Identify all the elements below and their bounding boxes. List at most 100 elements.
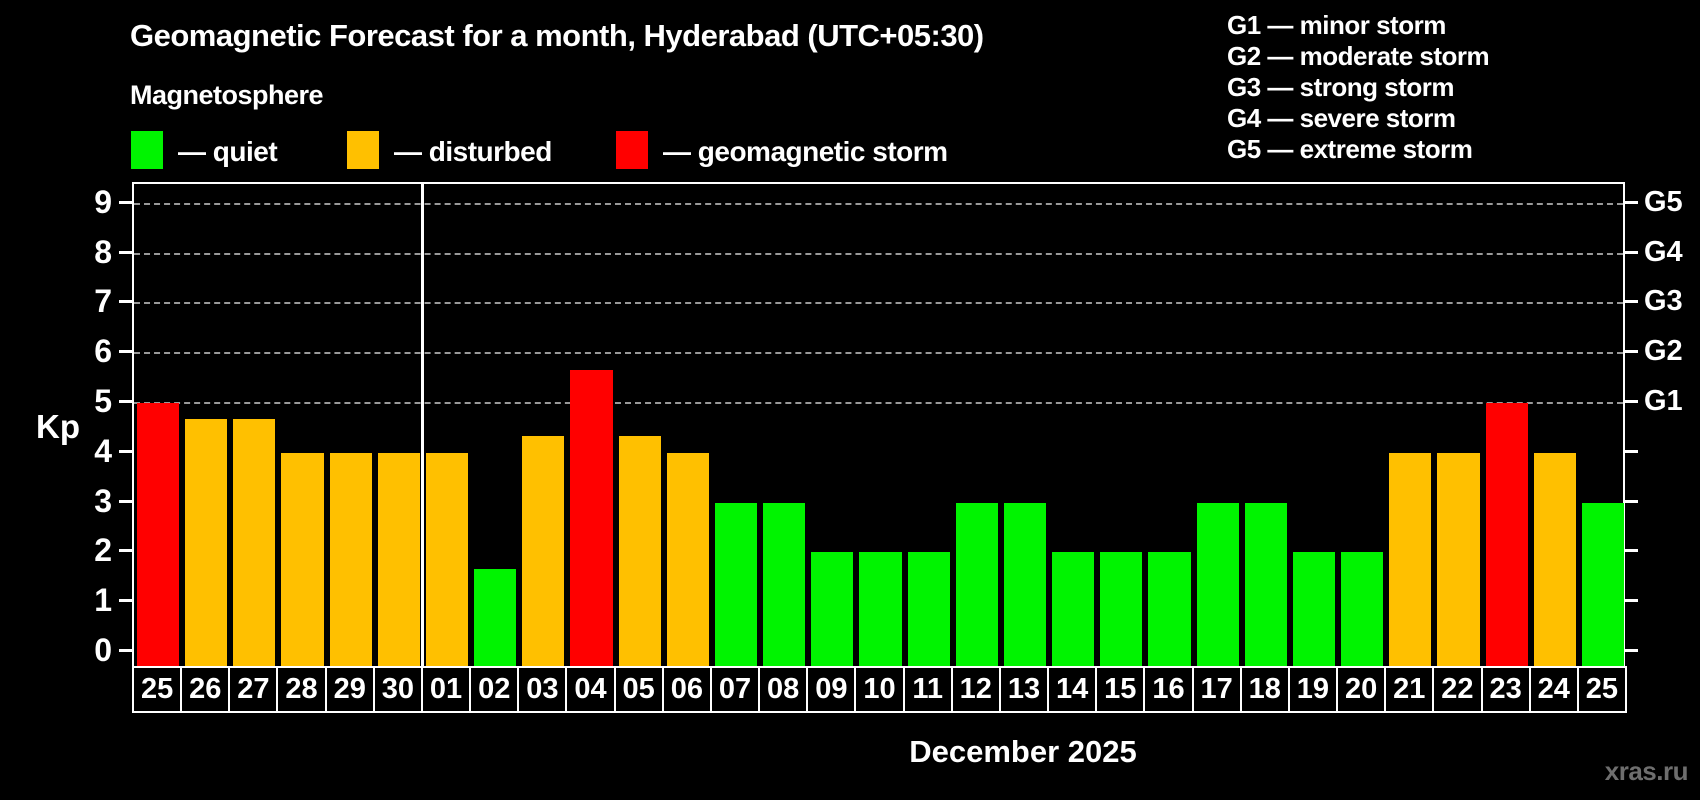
watermark: xras.ru (1604, 756, 1689, 786)
bar (1100, 552, 1143, 670)
bar (185, 419, 228, 670)
g-legend-line: G3 — strong storm (1227, 72, 1454, 102)
right-tick (1625, 449, 1638, 453)
legend-label-disturbed: — disturbed (394, 136, 552, 167)
day-label: 28 (276, 666, 327, 713)
g-axis-label: G5 (1644, 185, 1683, 218)
right-tick (1625, 649, 1638, 652)
y-tick-label: 5 (94, 383, 112, 419)
bar (474, 568, 517, 670)
day-label: 30 (372, 666, 423, 713)
y-tick-label: 6 (94, 333, 112, 370)
legend-label-storm: — geomagnetic storm (663, 136, 948, 167)
left-tick (119, 549, 132, 553)
g-legend-line: G2 — moderate storm (1227, 41, 1490, 71)
left-tick (119, 649, 132, 652)
day-label: 10 (854, 666, 905, 713)
day-label: 11 (902, 666, 953, 713)
day-label: 29 (324, 666, 375, 713)
g-axis-label: G3 (1644, 285, 1683, 318)
g-axis-label: G1 (1644, 385, 1683, 417)
g-legend-line: G1 — minor storm (1227, 10, 1446, 40)
bar (1003, 502, 1047, 670)
magnetosphere-label: Magnetosphere (130, 80, 324, 110)
right-tick (1625, 350, 1638, 354)
bar (1533, 452, 1576, 670)
day-label: 14 (1047, 666, 1098, 713)
bar (1292, 552, 1336, 670)
y-tick-label: 1 (94, 582, 112, 619)
left-tick (119, 250, 132, 254)
bar (1341, 552, 1384, 670)
g-legend-line: G5 — extreme storm (1227, 134, 1473, 164)
plot-area (132, 182, 1625, 670)
day-label: 16 (1143, 666, 1194, 713)
bar (1437, 452, 1480, 670)
right-tick (1625, 549, 1638, 553)
gridline (134, 252, 1623, 255)
day-label: 12 (950, 666, 1001, 713)
bar (1148, 552, 1191, 670)
x-axis-title: December 2025 (909, 734, 1137, 769)
left-tick (119, 300, 132, 304)
chart-title: Geomagnetic Forecast for a month, Hydera… (130, 18, 984, 53)
bar (233, 419, 276, 670)
right-tick (1625, 250, 1638, 254)
bar (1052, 552, 1095, 670)
bar (329, 452, 372, 670)
bar (763, 502, 806, 670)
day-label: 18 (1239, 666, 1290, 713)
day-label: 27 (228, 666, 279, 713)
day-label: 24 (1528, 666, 1579, 713)
day-label: 04 (565, 666, 616, 713)
day-label: 25 (132, 666, 183, 713)
g-legend-line: G4 — severe storm (1227, 103, 1456, 133)
bar (281, 452, 324, 670)
day-label: 06 (661, 666, 712, 713)
bar (907, 552, 950, 670)
day-label: 01 (420, 666, 472, 713)
bar (425, 452, 469, 670)
right-tick (1625, 200, 1638, 204)
bar (811, 552, 854, 670)
day-label: 17 (1191, 666, 1242, 713)
month-separator-line (421, 184, 425, 668)
g-axis-label: G4 (1644, 235, 1683, 268)
gridline (134, 402, 1623, 404)
bar (618, 436, 661, 670)
left-tick (119, 599, 132, 603)
bar (1581, 502, 1624, 670)
day-label: 15 (1095, 666, 1146, 713)
right-tick (1625, 300, 1638, 304)
day-label: 20 (1336, 666, 1387, 713)
left-tick (119, 449, 132, 453)
bar (1485, 403, 1528, 670)
right-tick (1625, 599, 1638, 603)
day-label: 25 (1576, 666, 1627, 713)
day-label: 07 (709, 666, 761, 713)
g-scale-legend: G1 — minor storm G2 — moderate storm G3 — … (1227, 10, 1490, 165)
left-tick (119, 400, 132, 403)
day-label: 02 (469, 666, 520, 713)
day-label: 03 (517, 666, 568, 713)
day-label: 08 (758, 666, 809, 713)
day-label: 19 (1287, 666, 1339, 713)
legend-label-quiet: — quiet (178, 136, 278, 167)
y-tick-label: 4 (94, 432, 112, 469)
bar (522, 436, 565, 670)
day-label: 21 (1384, 666, 1435, 713)
bar (377, 452, 420, 670)
y-axis-title: Kp (36, 408, 80, 445)
day-label: 23 (1480, 666, 1531, 713)
day-label: 22 (1432, 666, 1483, 713)
bar (714, 502, 758, 670)
left-tick (119, 350, 132, 354)
bar (1389, 452, 1432, 670)
gridline (134, 202, 1623, 205)
bar (1196, 502, 1239, 670)
gridline (134, 302, 1623, 305)
day-label: 13 (998, 666, 1050, 713)
bar (859, 552, 902, 670)
right-tick (1625, 499, 1638, 503)
